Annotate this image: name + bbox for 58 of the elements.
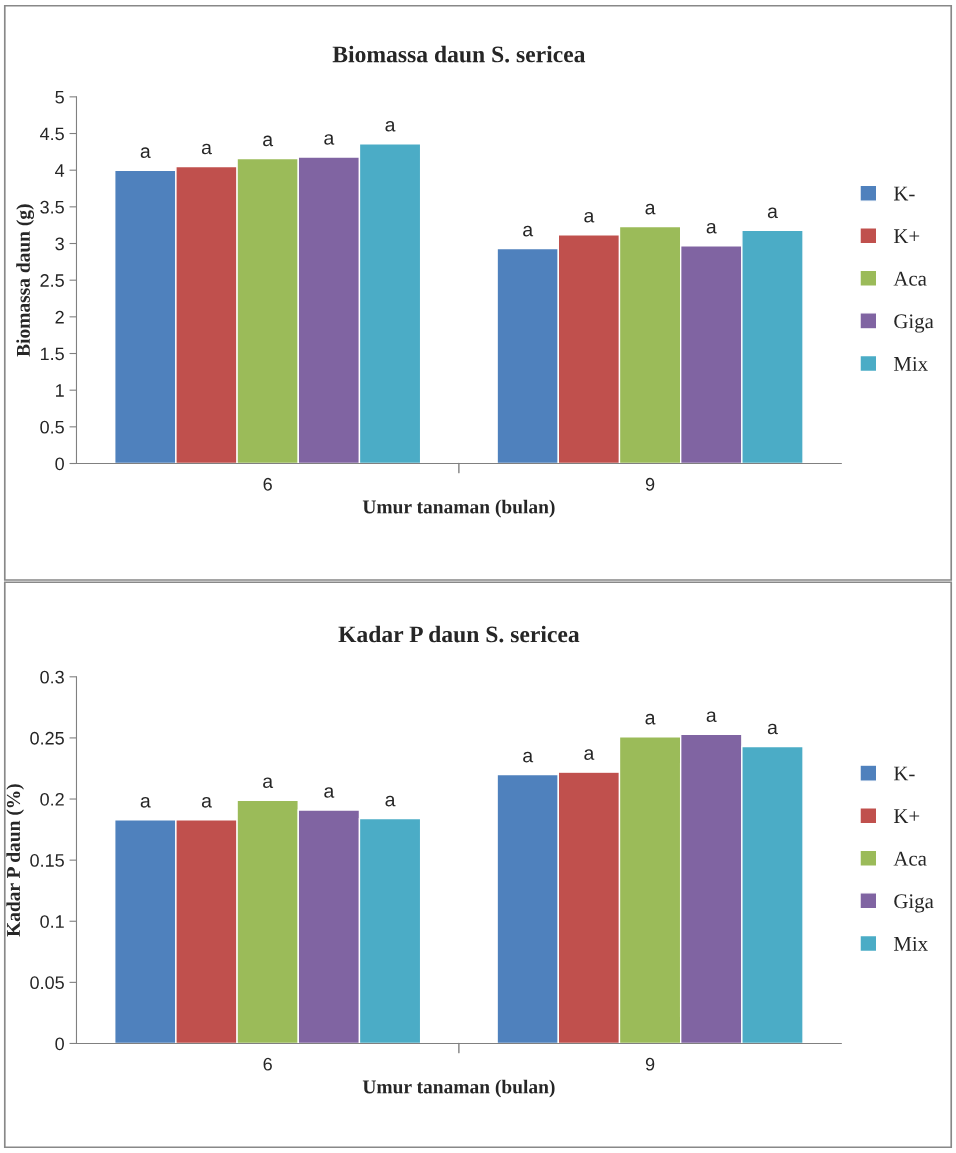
x-tick-label: 9: [645, 1057, 655, 1071]
legend-label: Mix: [893, 936, 928, 951]
y-tick-label: 4.5: [39, 127, 64, 141]
y-tick-label: 0: [55, 457, 64, 471]
y-tick-label: 2.5: [40, 274, 64, 287]
legend-label: K-: [893, 766, 915, 781]
data-label: a: [767, 723, 778, 735]
legend-label: Aca: [893, 851, 927, 866]
y-tick-label: 0.25: [30, 731, 64, 745]
y-tick-label: 2: [55, 310, 64, 324]
x-tick-label: 9: [645, 477, 655, 491]
y-tick-label: 0.2: [40, 792, 64, 806]
data-label: a: [767, 207, 778, 219]
y-tick-label: 3.5: [40, 200, 64, 214]
legend-label: K+: [893, 809, 920, 823]
data-label: a: [523, 225, 534, 237]
data-label: a: [263, 135, 274, 147]
x-axis-title: Umur tanaman (bulan): [362, 1079, 555, 1098]
data-label: a: [584, 749, 595, 760]
y-tick-label: 0: [55, 1037, 64, 1051]
y-tick-label: 1: [56, 384, 64, 397]
y-tick-label: 1.5: [40, 347, 64, 361]
y-tick-label: 5: [55, 90, 64, 104]
y-tick-label: 4: [55, 164, 65, 177]
y-tick-label: 0.15: [30, 854, 64, 867]
data-label: a: [140, 796, 151, 808]
y-axis-title: Kadar P daun (%): [6, 784, 24, 937]
data-label: a: [140, 147, 151, 159]
data-label: a: [263, 777, 274, 789]
data-label: a: [706, 222, 717, 234]
data-label: a: [201, 143, 212, 155]
data-label: a: [385, 120, 396, 132]
legend-label: Aca: [893, 271, 927, 286]
y-tick-label: 0.3: [40, 670, 64, 684]
x-tick-label: 6: [263, 477, 272, 491]
legend-label: K+: [893, 229, 920, 243]
legend-label: Mix: [893, 356, 928, 371]
y-tick-label: 0.05: [30, 976, 64, 990]
data-label: a: [645, 203, 656, 215]
legend-label: K-: [893, 186, 915, 201]
data-label: a: [584, 211, 595, 223]
data-label: a: [645, 713, 656, 725]
data-label: a: [201, 796, 212, 808]
legend-label: Giga: [894, 314, 934, 333]
x-axis-title: Umur tanaman (bulan): [362, 499, 555, 518]
data-label: a: [523, 751, 534, 763]
y-tick-label: 0.5: [40, 420, 64, 434]
data-label: a: [324, 787, 335, 798]
chart-title: Kadar P daun S. sericea: [338, 625, 580, 643]
data-label: a: [706, 711, 717, 723]
y-tick-label: 3: [55, 237, 64, 251]
y-axis-title: Biomassa daun (g): [16, 204, 35, 357]
y-tick-label: 0.1: [40, 915, 64, 928]
legend-label: Giga: [894, 894, 934, 913]
data-label: a: [385, 795, 396, 807]
chart-title: Biomassa daun S. sericea: [332, 45, 586, 63]
x-tick-label: 6: [263, 1057, 272, 1071]
data-label: a: [324, 134, 335, 145]
